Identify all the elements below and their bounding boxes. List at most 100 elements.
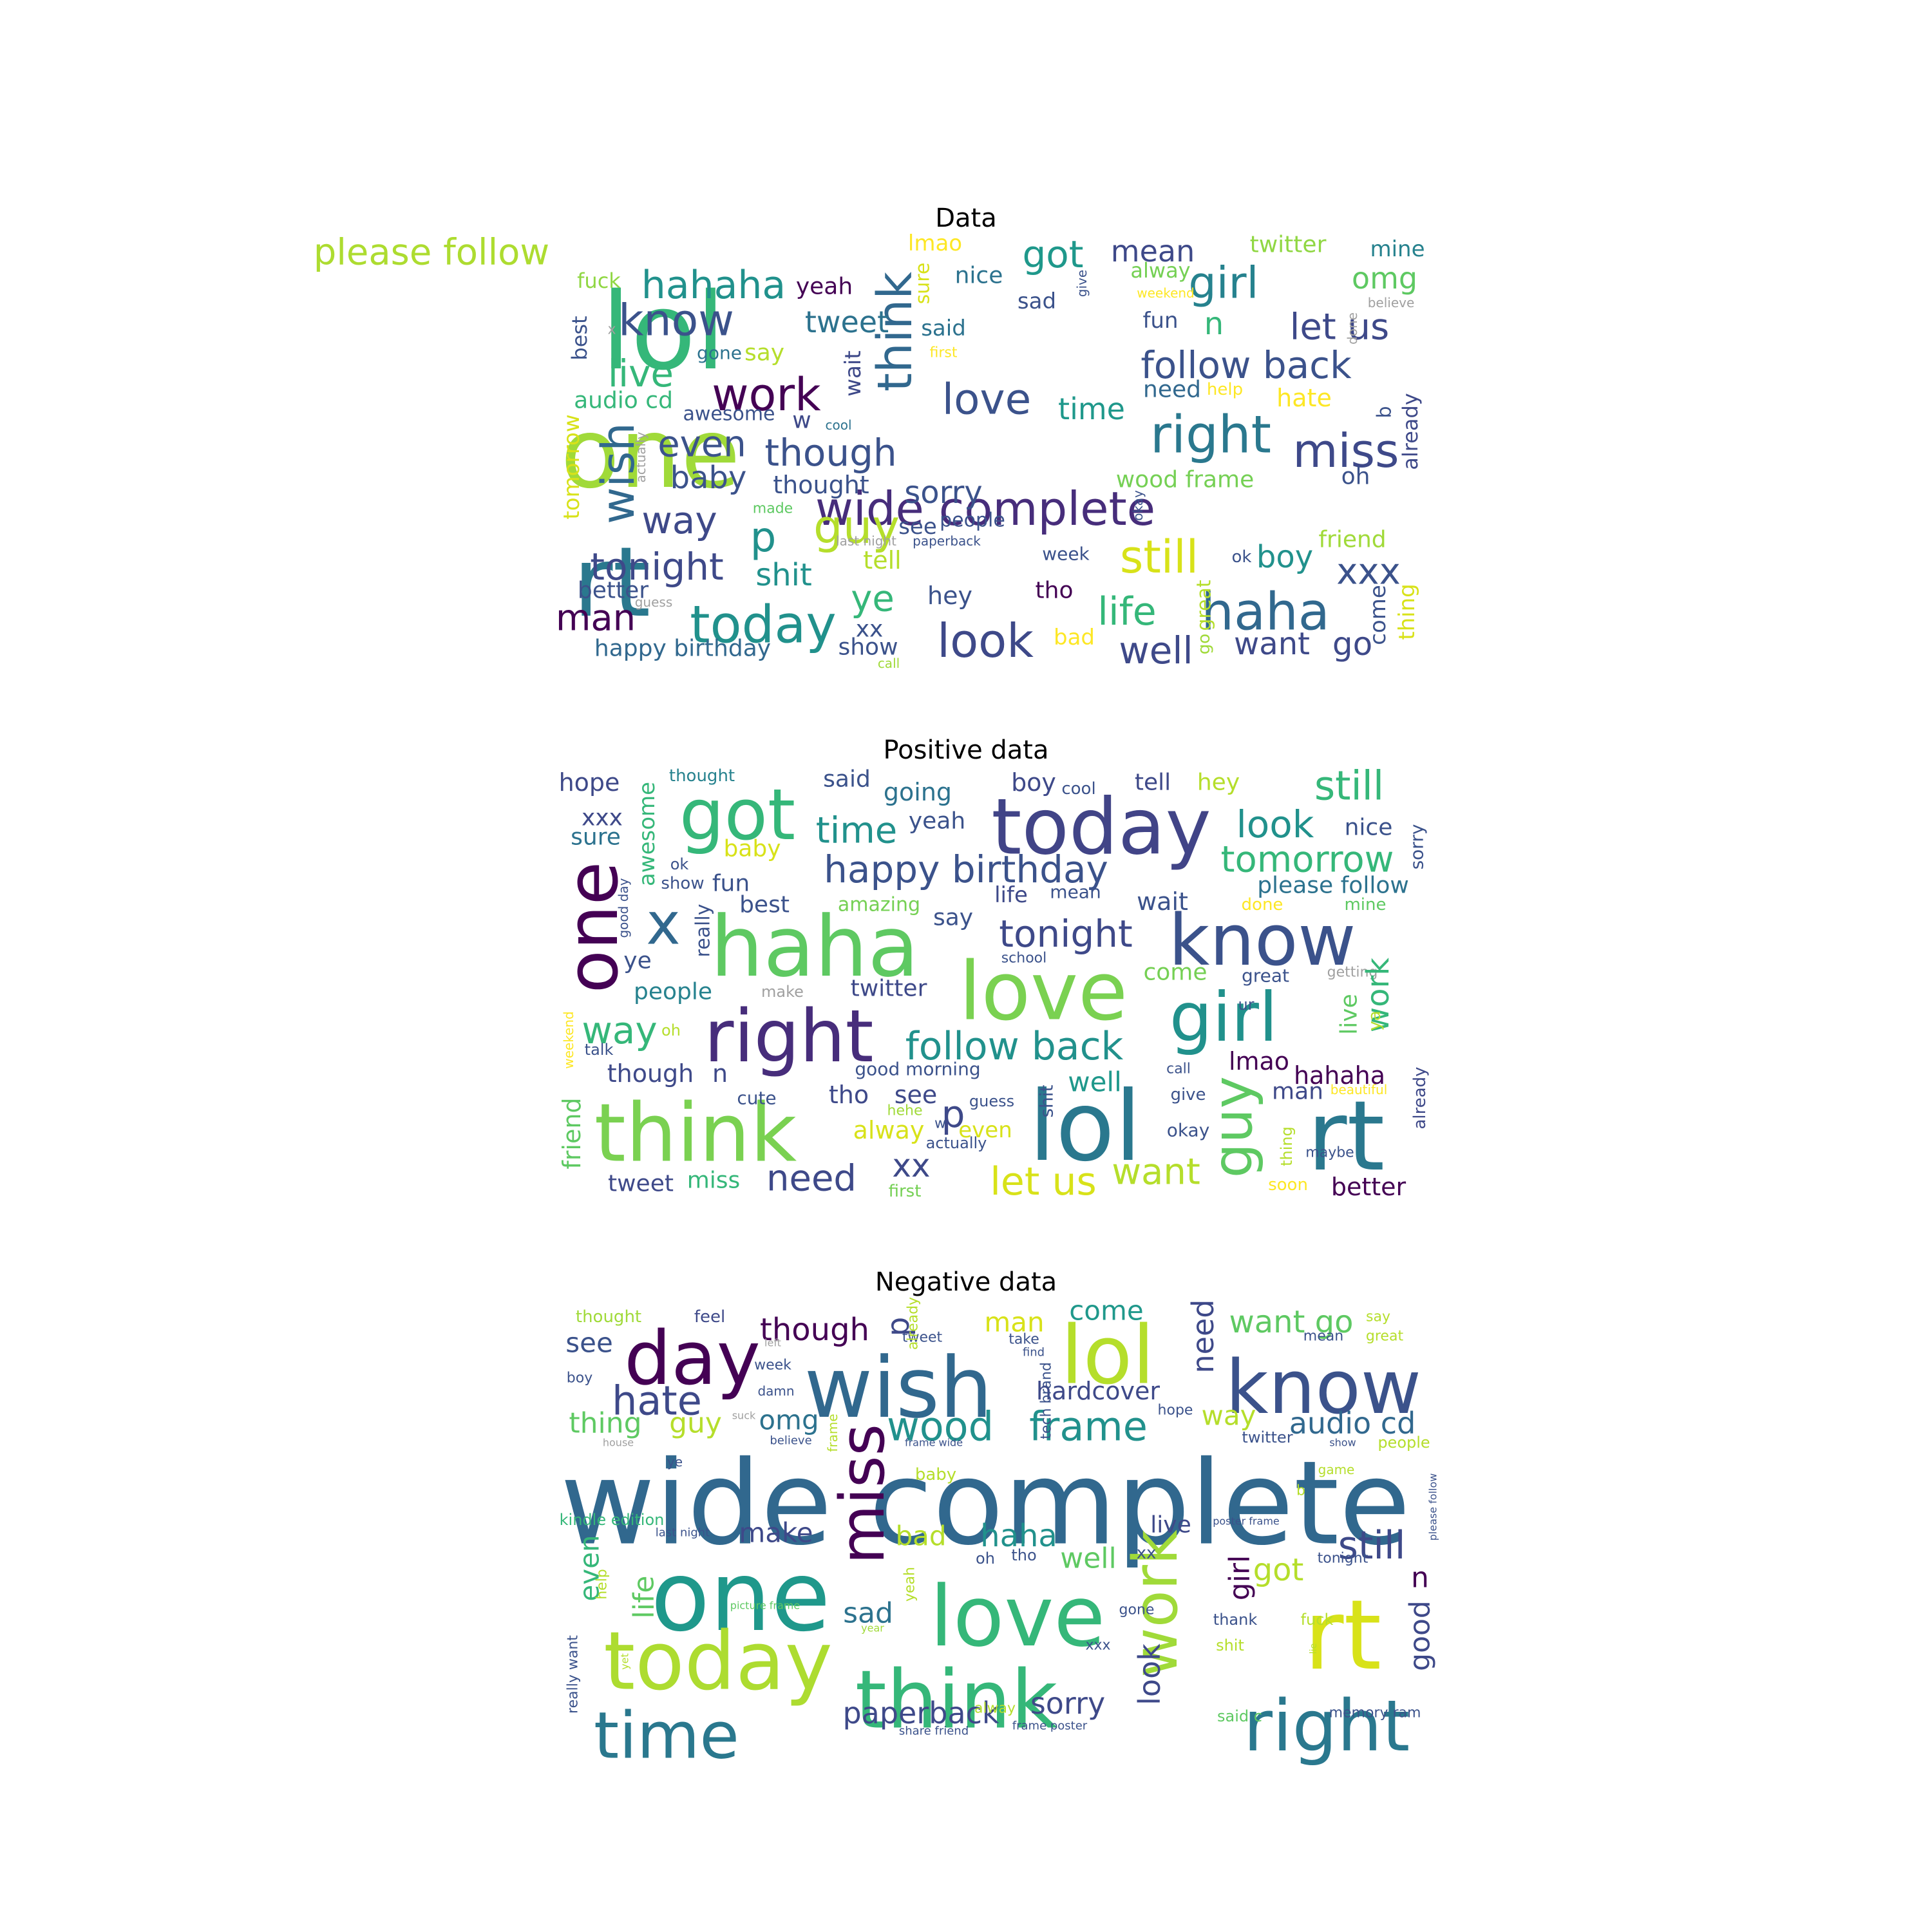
cloud-word: sad xyxy=(1018,289,1056,314)
cloud-word: frame wide xyxy=(905,1437,963,1449)
cloud-word: amazing xyxy=(838,894,920,916)
cloud-word: tell xyxy=(863,546,901,574)
cloud-word: tonight xyxy=(590,545,723,589)
cloud-word: mean xyxy=(1303,1329,1343,1345)
cloud-word: already xyxy=(905,1297,922,1350)
cloud-word: wide complete xyxy=(560,1437,1410,1571)
cloud-word: wood xyxy=(887,1403,994,1450)
cloud-word: oh xyxy=(661,1021,681,1039)
cloud-word: omg xyxy=(759,1405,819,1436)
cloud-word: first xyxy=(930,345,958,361)
cloud-word: lol xyxy=(1028,1071,1141,1183)
cloud-word: though xyxy=(764,431,896,475)
cloud-word: time xyxy=(1058,392,1125,426)
cloud-word: help xyxy=(1207,380,1243,399)
cloud-word: thought xyxy=(576,1307,641,1327)
cloud-word: hahaha xyxy=(1294,1061,1385,1090)
cloud-word: b xyxy=(1374,406,1396,418)
cloud-word: time xyxy=(816,810,898,852)
cloud-word: left xyxy=(764,1337,781,1349)
cloud-word: love xyxy=(959,945,1128,1039)
cloud-word: already xyxy=(1398,393,1423,470)
cloud-word: thing xyxy=(1278,1126,1296,1166)
cloud-word: shit xyxy=(1036,1084,1057,1117)
cloud-word: look xyxy=(1132,1643,1167,1705)
cloud-word: people xyxy=(940,509,1005,532)
cloud-word: though xyxy=(760,1312,869,1348)
cloud-word: find xyxy=(1023,1346,1045,1359)
cloud-word: say xyxy=(744,340,784,366)
cloud-word: come xyxy=(1069,1295,1144,1327)
cloud-word: wait xyxy=(840,350,866,396)
cloud-word: want xyxy=(1234,626,1310,662)
cloud-word: twitter xyxy=(1250,232,1327,258)
cloud-word: hey xyxy=(927,582,972,610)
cloud-word: kindle edition xyxy=(560,1511,665,1529)
cloud-word: maybe xyxy=(1305,1145,1354,1161)
cloud-word: game xyxy=(1318,1462,1355,1477)
cloud-word: life xyxy=(1097,589,1156,634)
cloud-word: tweet xyxy=(608,1171,674,1197)
cloud-word: better xyxy=(1331,1173,1406,1201)
cloud-word: happy birthday xyxy=(824,848,1108,891)
cloud-word: got xyxy=(1022,232,1083,276)
cloud-word: well xyxy=(1068,1066,1122,1098)
cloud-word: hope xyxy=(1158,1403,1193,1419)
cloud-word: okay xyxy=(1167,1120,1210,1141)
cloud-word: beautiful xyxy=(1331,1082,1388,1097)
cloud-word: tweet xyxy=(805,305,889,339)
cloud-word: haha xyxy=(1201,582,1329,642)
cloud-word: girl xyxy=(1189,258,1259,309)
cloud-word: love xyxy=(942,375,1031,424)
cloud-word: hahaha xyxy=(641,263,786,308)
cloud-word: getting xyxy=(1327,965,1378,981)
cloud-word: still xyxy=(1338,1523,1406,1568)
cloud-word: last night xyxy=(656,1526,710,1540)
cloud-word: got xyxy=(1253,1552,1304,1588)
cloud-word: even xyxy=(658,424,746,466)
cloud-word: baby xyxy=(670,460,747,496)
cloud-word: man xyxy=(556,598,636,639)
cloud-word: shit xyxy=(755,557,812,593)
cloud-word: make xyxy=(761,983,804,1001)
cloud-word: nice xyxy=(955,263,1003,289)
cloud-word: x xyxy=(646,891,680,958)
cloud-word: see xyxy=(898,514,937,540)
cloud-word: live xyxy=(608,352,674,395)
cloud-word: tonight xyxy=(999,912,1132,956)
cloud-word: said xyxy=(823,766,871,793)
cloud-word: okay xyxy=(1130,490,1146,521)
cloud-word: share friend xyxy=(899,1725,969,1738)
cloud-title-negative: Negative data xyxy=(875,1267,1057,1297)
cloud-word: day xyxy=(624,1316,761,1402)
cloud-word: good morning xyxy=(855,1059,980,1080)
cloud-word: know xyxy=(618,296,734,346)
cloud-word: let us xyxy=(1290,307,1389,348)
cloud-word: feel xyxy=(694,1307,725,1327)
cloud-word: people xyxy=(634,979,712,1005)
cloud-word: boy xyxy=(567,1370,592,1387)
cloud-word: best xyxy=(739,892,790,918)
cloud-word: n xyxy=(712,1059,728,1088)
cloud-word: life xyxy=(994,882,1028,908)
cloud-word: frame poster xyxy=(1012,1719,1088,1733)
cloud-word: alway xyxy=(974,1701,1016,1717)
cloud-word: tweet xyxy=(902,1330,943,1346)
cloud-word: work xyxy=(1121,1530,1191,1678)
cloud-word: good day xyxy=(616,878,631,938)
cloud-word: rt xyxy=(1304,1580,1381,1692)
cloud-word: xx xyxy=(856,616,884,643)
cloud-word: work xyxy=(712,368,821,421)
cloud-word: oh xyxy=(976,1549,995,1567)
cloud-word: talk xyxy=(585,1041,614,1059)
cloud-word: need xyxy=(766,1158,857,1200)
cloud-word: go xyxy=(1195,634,1214,654)
cloud-word: one xyxy=(650,1541,830,1653)
cloud-word: frame xyxy=(825,1414,840,1452)
cloud-word: say xyxy=(1366,1309,1390,1325)
cloud-word: want xyxy=(1112,1151,1200,1193)
cloud-word: yet xyxy=(619,1653,631,1670)
cloud-word: good xyxy=(1404,1600,1437,1671)
